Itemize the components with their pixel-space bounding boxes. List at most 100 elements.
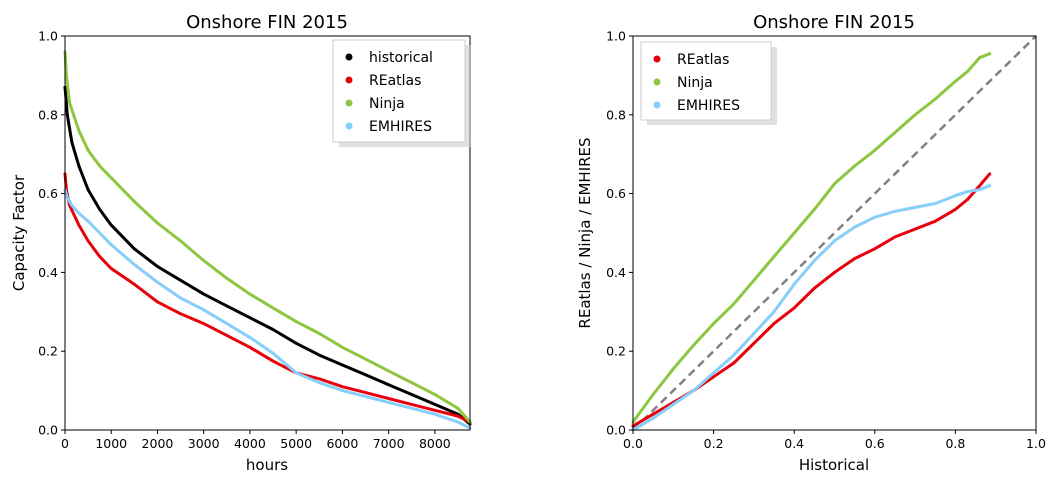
left-y-ticks: 0.0 0.2 0.4 0.6 0.8 1.0: [38, 29, 65, 438]
right-point-ninja: [913, 113, 917, 117]
left-legend-marker-emhires: [345, 122, 353, 130]
left-point-reatlas: [317, 377, 321, 381]
right-y-tick-label: 0.4: [606, 265, 626, 280]
left-point-ninja: [225, 276, 229, 280]
left-point-emhires: [98, 231, 102, 235]
left-point-emhires: [387, 401, 390, 404]
left-point-ninja: [156, 221, 159, 225]
left-point-ninja: [109, 176, 113, 180]
right-point-ninja: [873, 148, 877, 152]
right-point-reatlas: [712, 375, 715, 379]
right-x-tick-label: 1.0: [1026, 436, 1046, 451]
right-point-ninja: [752, 278, 756, 282]
left-point-emhires: [156, 280, 159, 284]
left-point-historical: [65, 113, 69, 117]
right-y-tick-label: 0.0: [606, 423, 626, 438]
left-point-ninja: [86, 148, 90, 152]
right-point-ninja: [772, 255, 776, 258]
right-point-reatlas: [833, 271, 836, 274]
left-y-tick-label: 0.4: [38, 265, 58, 280]
right-plot-area: [631, 35, 1037, 432]
left-legend-label-reatlas: REatlas: [369, 73, 421, 89]
right-point-emhires: [772, 310, 776, 314]
right-x-tick-label: 0.0: [623, 436, 643, 451]
left-point-ninja: [387, 369, 390, 373]
left-point-emhires: [341, 389, 344, 392]
right-point-emhires: [692, 389, 695, 392]
left-point-ninja: [341, 345, 344, 349]
left-point-ninja: [364, 357, 367, 361]
right-point-emhires: [712, 371, 715, 375]
left-point-historical: [433, 403, 437, 406]
right-point-ninja: [813, 208, 816, 211]
right-legend-marker-ninja: [653, 78, 661, 86]
left-point-historical: [248, 316, 252, 320]
right-point-reatlas: [752, 341, 756, 345]
right-y-tick-label: 0.2: [606, 344, 626, 359]
left-legend-marker-reatlas: [345, 76, 353, 84]
right-point-emhires: [651, 416, 655, 420]
right-point-reatlas: [893, 235, 897, 239]
left-point-historical: [86, 188, 90, 192]
left-point-reatlas: [109, 267, 113, 270]
right-point-emhires: [853, 225, 856, 229]
left-x-tick-label: 8000: [419, 436, 451, 451]
right-point-ninja: [978, 56, 981, 60]
left-point-reatlas: [77, 223, 81, 227]
left-point-ninja: [433, 393, 437, 396]
right-point-ninja: [792, 231, 796, 235]
left-x-tick-label: 4000: [234, 436, 266, 451]
left-point-ninja: [68, 101, 71, 105]
left-x-tick-label: 3000: [188, 436, 220, 451]
left-chart-title: Onshore FIN 2015: [186, 12, 348, 33]
right-point-emhires: [913, 206, 917, 209]
left-point-historical: [202, 292, 206, 296]
left-y-axis-label: Capacity Factor: [10, 174, 28, 291]
left-point-historical: [271, 328, 275, 331]
right-point-emhires: [966, 190, 969, 194]
left-plot-frame: [64, 35, 471, 431]
right-point-ninja: [954, 79, 957, 83]
left-y-tick-label: 1.0: [38, 29, 58, 44]
right-x-ticks: 0.0 0.2 0.4 0.6 0.8 1.0: [623, 430, 1046, 451]
left-legend-marker-historical: [345, 53, 353, 61]
left-x-tick-label: 1000: [95, 436, 127, 451]
right-legend: REatlas Ninja EMHIRES: [640, 41, 777, 125]
left-point-historical: [77, 164, 81, 168]
left-x-tick-label: 5000: [280, 436, 312, 451]
right-legend-marker-reatlas: [653, 55, 661, 63]
left-point-emhires: [317, 381, 321, 385]
right-y-ticks: 0.0 0.2 0.4 0.6 0.8 1.0: [606, 29, 633, 438]
left-x-axis-label: hours: [246, 456, 288, 474]
right-point-emhires: [792, 282, 796, 286]
right-series-ninja: [631, 52, 992, 424]
left-point-historical: [387, 383, 390, 387]
right-point-ninja: [732, 302, 736, 306]
left-legend-box: [332, 39, 466, 143]
right-point-emhires: [752, 332, 756, 335]
left-point-emhires: [410, 406, 414, 410]
right-point-reatlas: [853, 257, 856, 260]
left-point-reatlas: [433, 408, 437, 412]
left-point-emhires: [433, 412, 437, 416]
right-point-emhires: [813, 259, 816, 262]
left-point-ninja: [65, 74, 68, 77]
left-point-emhires: [248, 336, 252, 339]
right-x-axis-label: Historical: [799, 456, 869, 474]
right-y-tick-label: 0.6: [606, 186, 626, 201]
left-point-historical: [410, 393, 414, 396]
right-y-tick-label: 1.0: [606, 29, 626, 44]
left-point-reatlas: [456, 414, 460, 418]
right-point-ninja: [988, 52, 992, 56]
left-point-historical: [109, 223, 113, 227]
right-diagonal-line: [632, 35, 1037, 431]
right-point-ninja: [853, 164, 856, 168]
right-point-ninja: [712, 322, 715, 325]
right-point-reatlas: [978, 184, 981, 188]
right-point-emhires: [833, 239, 836, 243]
right-point-emhires: [893, 209, 897, 213]
left-point-historical: [364, 373, 367, 377]
right-point-reatlas: [651, 412, 655, 416]
right-point-reatlas: [873, 247, 877, 251]
